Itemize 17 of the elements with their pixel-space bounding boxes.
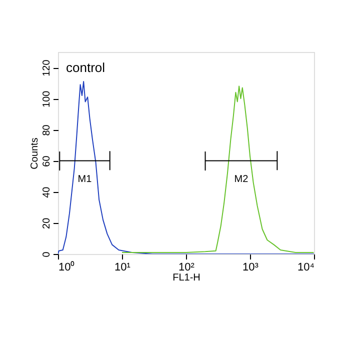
y-tick-label: 100: [42, 90, 52, 108]
series-label: M1: [78, 174, 92, 186]
y-axis-title: Counts: [30, 138, 40, 170]
y-tick-label: 0: [42, 251, 52, 258]
annotation: control: [66, 60, 106, 75]
x-axis-title: FL1-H: [172, 272, 200, 284]
y-tick-label: 120: [42, 59, 52, 76]
x-tick-label: 10³: [242, 262, 259, 274]
x-tick-label: 10²: [178, 262, 195, 274]
series-label: M2: [234, 174, 249, 186]
y-tick-label: 40: [42, 186, 52, 198]
x-tick-label: 10⁰: [58, 260, 75, 274]
y-tick-label: 80: [42, 124, 52, 136]
x-tick-label: 10⁴: [298, 262, 315, 274]
y-tick-label: 20: [42, 217, 52, 229]
x-tick-label: 10¹: [114, 262, 131, 274]
y-tick-label: 60: [42, 155, 52, 167]
